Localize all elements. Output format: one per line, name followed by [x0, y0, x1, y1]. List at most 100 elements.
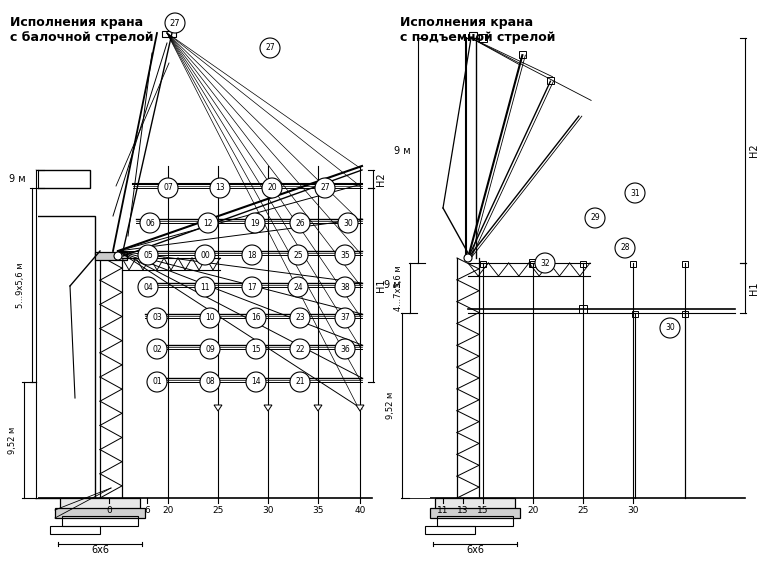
Text: 03: 03 [152, 313, 162, 323]
Text: 20: 20 [268, 183, 277, 192]
Circle shape [335, 245, 355, 265]
Text: 14: 14 [252, 377, 261, 387]
Text: 5...9х5,6 м: 5...9х5,6 м [16, 262, 25, 307]
Circle shape [338, 213, 358, 233]
Text: 40: 40 [354, 506, 366, 515]
Text: 11: 11 [437, 506, 448, 515]
Text: 15: 15 [477, 506, 489, 515]
Text: 27: 27 [169, 18, 180, 28]
Text: 6х6: 6х6 [91, 545, 109, 555]
Text: 22: 22 [295, 344, 305, 354]
Bar [62, 516, 138, 526]
Text: 04: 04 [143, 283, 153, 291]
Bar [50, 526, 100, 534]
Circle shape [147, 339, 167, 359]
Text: 24: 24 [293, 283, 302, 291]
Text: 10: 10 [205, 313, 215, 323]
Circle shape [335, 277, 355, 297]
Bar [682, 311, 688, 317]
Circle shape [195, 277, 215, 297]
Text: 37: 37 [340, 313, 350, 323]
Text: 16: 16 [252, 313, 261, 323]
Bar [0, 170, 38, 498]
Bar [682, 261, 688, 267]
Bar [430, 508, 520, 518]
Bar [480, 261, 486, 267]
Text: 6: 6 [144, 506, 150, 515]
Text: 9 м: 9 м [384, 280, 401, 290]
Circle shape [242, 277, 262, 297]
Text: 30: 30 [262, 506, 274, 515]
Text: Н1: Н1 [376, 278, 386, 292]
Bar [519, 51, 527, 58]
Text: Исполнения крана
с балочной стрелой: Исполнения крана с балочной стрелой [10, 16, 154, 44]
Circle shape [585, 208, 605, 228]
Circle shape [615, 238, 635, 258]
Bar [437, 516, 513, 526]
Text: 21: 21 [295, 377, 305, 387]
Circle shape [335, 339, 355, 359]
Circle shape [210, 178, 230, 198]
Circle shape [158, 178, 178, 198]
Text: 19: 19 [250, 218, 260, 228]
Text: 02: 02 [152, 344, 162, 354]
Circle shape [260, 38, 280, 58]
Text: Н1: Н1 [749, 281, 759, 295]
Text: 15: 15 [252, 344, 261, 354]
Circle shape [200, 372, 220, 392]
Bar [529, 259, 537, 267]
Bar [60, 498, 140, 510]
Text: Н2: Н2 [749, 144, 759, 157]
Text: 35: 35 [340, 250, 350, 260]
Bar [435, 498, 515, 510]
Bar [547, 77, 554, 84]
Circle shape [138, 245, 158, 265]
Text: 25: 25 [212, 506, 223, 515]
Text: 0: 0 [106, 506, 112, 515]
Bar [55, 508, 145, 518]
Text: 08: 08 [205, 377, 215, 387]
Circle shape [246, 372, 266, 392]
Text: 20: 20 [163, 506, 174, 515]
Bar [35, 216, 95, 498]
Circle shape [315, 178, 335, 198]
Text: 30: 30 [343, 218, 353, 228]
Text: 12: 12 [203, 218, 213, 228]
Bar [162, 31, 176, 37]
Circle shape [288, 277, 308, 297]
Circle shape [195, 245, 215, 265]
Text: 18: 18 [247, 250, 257, 260]
Circle shape [660, 318, 680, 338]
Bar [632, 311, 638, 317]
Text: 00: 00 [200, 250, 210, 260]
Text: 9,52 м: 9,52 м [8, 427, 17, 454]
Text: 13: 13 [458, 506, 469, 515]
Circle shape [200, 339, 220, 359]
Bar [95, 252, 127, 260]
Polygon shape [314, 405, 322, 411]
Bar [469, 32, 477, 38]
Text: 25: 25 [293, 250, 302, 260]
Bar [479, 34, 487, 42]
Circle shape [625, 183, 645, 203]
Circle shape [290, 213, 310, 233]
Text: 35: 35 [312, 506, 324, 515]
Circle shape [140, 213, 160, 233]
Circle shape [245, 213, 265, 233]
Text: Н2: Н2 [376, 172, 386, 186]
Text: 38: 38 [340, 283, 350, 291]
Circle shape [147, 308, 167, 328]
Circle shape [262, 178, 282, 198]
Text: 27: 27 [265, 43, 275, 53]
Text: 4...7х5,6 м: 4...7х5,6 м [394, 265, 403, 311]
Circle shape [165, 13, 185, 33]
Circle shape [290, 372, 310, 392]
Text: 25: 25 [578, 506, 589, 515]
Circle shape [246, 339, 266, 359]
Text: 07: 07 [163, 183, 173, 192]
Bar [630, 261, 636, 267]
Text: 32: 32 [540, 258, 549, 268]
Text: 29: 29 [591, 213, 600, 223]
Text: 20: 20 [527, 506, 539, 515]
Text: 09: 09 [205, 344, 215, 354]
